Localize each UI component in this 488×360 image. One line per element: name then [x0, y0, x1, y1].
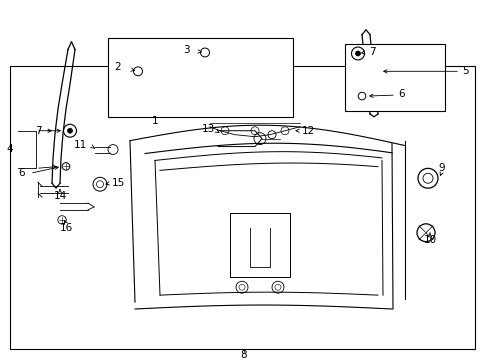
Text: 12: 12 — [301, 126, 314, 136]
Text: 11: 11 — [73, 140, 86, 150]
Text: 1: 1 — [151, 116, 158, 126]
Text: 16: 16 — [59, 223, 73, 233]
Text: 5: 5 — [462, 66, 468, 76]
Text: 9: 9 — [438, 163, 445, 174]
Circle shape — [355, 51, 360, 56]
Text: 10: 10 — [423, 235, 436, 245]
Text: 6: 6 — [398, 89, 405, 99]
Text: 4: 4 — [7, 144, 13, 154]
Bar — [345, 44, 444, 111]
Bar — [108, 38, 292, 117]
Circle shape — [67, 128, 72, 133]
Text: 6: 6 — [19, 168, 25, 178]
Text: 15: 15 — [111, 178, 124, 188]
Text: 13: 13 — [201, 124, 214, 134]
Text: 14: 14 — [53, 191, 66, 201]
Text: 2: 2 — [115, 62, 121, 72]
Text: 3: 3 — [183, 45, 189, 54]
Text: 7: 7 — [35, 126, 41, 136]
Text: 8: 8 — [240, 350, 247, 360]
Text: 7: 7 — [368, 46, 375, 57]
Bar — [10, 66, 474, 348]
